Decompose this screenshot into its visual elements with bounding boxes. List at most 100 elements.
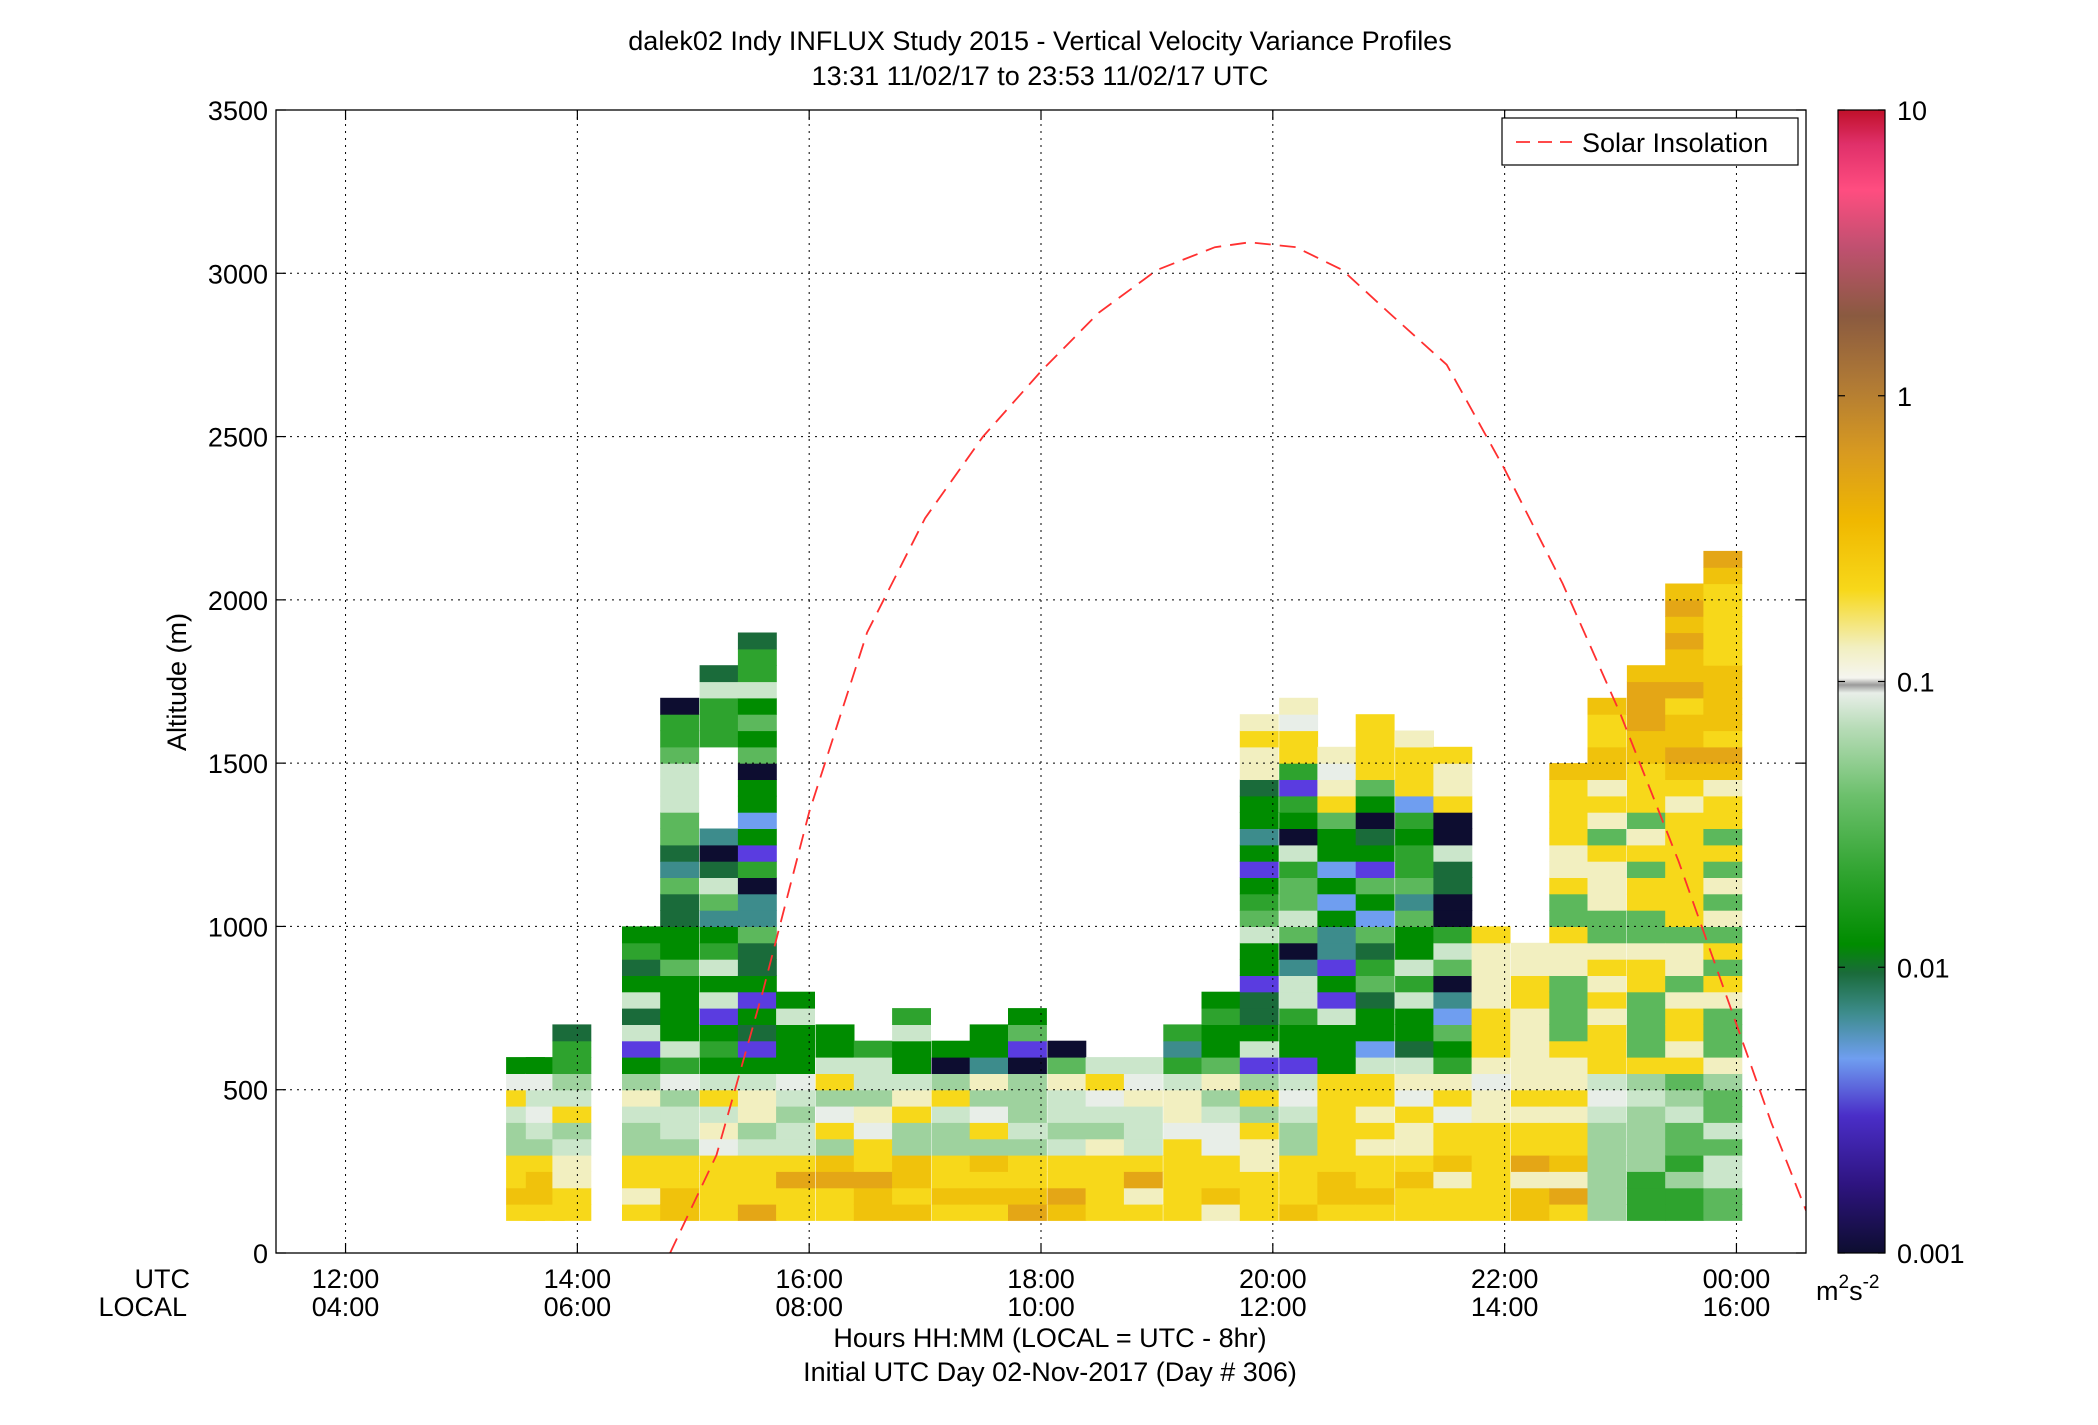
y-tick-label: 1500	[208, 749, 268, 779]
heatmap-cell	[1665, 991, 1705, 1009]
heatmap-cell	[1665, 665, 1705, 683]
heatmap-cell	[853, 1171, 893, 1189]
heatmap-cell	[1587, 1155, 1627, 1172]
x-tick-label-local: 04:00	[312, 1292, 380, 1322]
heatmap-cell	[699, 1204, 739, 1221]
heatmap-cell	[1279, 1138, 1319, 1156]
heatmap-cell	[1626, 861, 1666, 878]
heatmap-cell	[1239, 1106, 1279, 1123]
heatmap-cell	[660, 926, 700, 944]
heatmap-cell	[1047, 1138, 1087, 1156]
heatmap-cell	[1355, 1155, 1395, 1172]
heatmap-cell	[1239, 991, 1279, 1009]
heatmap-cell	[1395, 1171, 1434, 1189]
heatmap-cell	[622, 1138, 661, 1156]
heatmap-cell	[1123, 1057, 1163, 1074]
chart-subtitle: 13:31 11/02/17 to 23:53 11/02/17 UTC	[812, 61, 1269, 91]
heatmap-cell	[660, 812, 700, 829]
heatmap-cell	[737, 665, 777, 683]
heatmap-cell	[1703, 893, 1743, 911]
heatmap-cell	[1395, 1155, 1434, 1172]
heatmap-cell	[1626, 1073, 1666, 1091]
heatmap-cell	[1201, 1171, 1241, 1189]
x-tick-label-local: 10:00	[1007, 1292, 1075, 1322]
heatmap-cell	[1047, 1089, 1087, 1107]
heatmap-cell	[1008, 1008, 1047, 1025]
heatmap-cell	[1703, 632, 1743, 650]
heatmap-cell	[622, 1171, 661, 1189]
heatmap-cell	[1355, 1008, 1395, 1025]
heatmap-cell	[1279, 1106, 1319, 1123]
heatmap-cell	[1433, 1040, 1473, 1058]
heatmap-cell	[1279, 1073, 1319, 1091]
heatmap-cell	[1471, 1040, 1511, 1058]
heatmap-cell	[1433, 877, 1473, 895]
heatmap-cell	[1665, 1155, 1705, 1172]
heatmap-cell	[1549, 861, 1589, 878]
grid-lines	[276, 110, 1806, 1253]
heatmap-cell	[1201, 1204, 1241, 1221]
heatmap-cell	[1317, 1089, 1357, 1107]
heatmap-cell	[622, 1040, 661, 1058]
heatmap-cell	[1549, 1073, 1589, 1091]
heatmap-cell	[737, 991, 777, 1009]
heatmap-cell	[853, 1089, 893, 1107]
heatmap-cell	[660, 1138, 700, 1156]
heatmap-cell	[1163, 1106, 1203, 1123]
heatmap-cell	[1587, 893, 1627, 911]
heatmap-cell	[1355, 1122, 1395, 1140]
heatmap-cell	[660, 942, 700, 960]
heatmap-cell	[1201, 1106, 1241, 1123]
heatmap-cell	[1665, 812, 1705, 829]
heatmap-cell	[1433, 844, 1473, 862]
heatmap-cell	[1395, 1008, 1434, 1025]
heatmap-cell	[1433, 1204, 1473, 1221]
heatmap-cell	[1047, 1040, 1087, 1058]
heatmap-cell	[1703, 812, 1743, 829]
heatmap-cell	[1317, 910, 1357, 927]
x-tick-label-local: 08:00	[775, 1292, 843, 1322]
heatmap-cell	[1279, 1040, 1319, 1058]
heatmap-cell	[1703, 550, 1743, 568]
heatmap-cell	[1355, 1073, 1395, 1091]
heatmap-cell	[1085, 1155, 1125, 1172]
heatmap-cell	[853, 1057, 893, 1074]
heatmap-cell	[1395, 926, 1434, 944]
heatmap-cell	[1626, 1008, 1666, 1025]
heatmap-cell	[1123, 1187, 1163, 1205]
heatmap-cell	[815, 1204, 855, 1221]
heatmap-cell	[1549, 763, 1589, 780]
heatmap-cell	[1317, 844, 1357, 862]
heatmap-cell	[1279, 1122, 1319, 1140]
heatmap-cell	[699, 959, 739, 976]
heatmap-cell	[1703, 910, 1743, 927]
x-axis-label: Hours HH:MM (LOCAL = UTC - 8hr)	[833, 1323, 1266, 1353]
heatmap-cell	[892, 1106, 931, 1123]
heatmap-cell	[776, 1155, 815, 1172]
heatmap-cell	[660, 1122, 700, 1140]
heatmap-cell	[1471, 975, 1511, 993]
heatmap-cell	[1163, 1040, 1203, 1058]
heatmap-cell	[1587, 926, 1627, 944]
heatmap-cell	[1587, 1040, 1627, 1058]
heatmap-cell	[1279, 926, 1319, 944]
x-tick-label-utc: 12:00	[312, 1264, 380, 1294]
heatmap-cell	[1395, 1122, 1434, 1140]
heatmap-cell	[1201, 1057, 1241, 1074]
heatmap-cell	[1433, 1171, 1473, 1189]
heatmap-cell	[1665, 746, 1705, 764]
heatmap-cell	[737, 893, 777, 911]
heatmap-cell	[1239, 1089, 1279, 1107]
heatmap-cell	[1471, 926, 1511, 944]
heatmap-cell	[1511, 1057, 1550, 1074]
heatmap-cell	[1703, 567, 1743, 585]
heatmap-cell	[1511, 1073, 1550, 1091]
heatmap-cell	[1703, 697, 1743, 715]
heatmap-cell	[892, 1138, 931, 1156]
heatmap-cell	[622, 1073, 661, 1091]
heatmap-cell	[552, 1122, 592, 1140]
heatmap-cell	[1239, 942, 1279, 960]
heatmap-cell	[1587, 959, 1627, 976]
heatmap-cell	[737, 795, 777, 813]
heatmap-cell	[776, 1024, 815, 1042]
